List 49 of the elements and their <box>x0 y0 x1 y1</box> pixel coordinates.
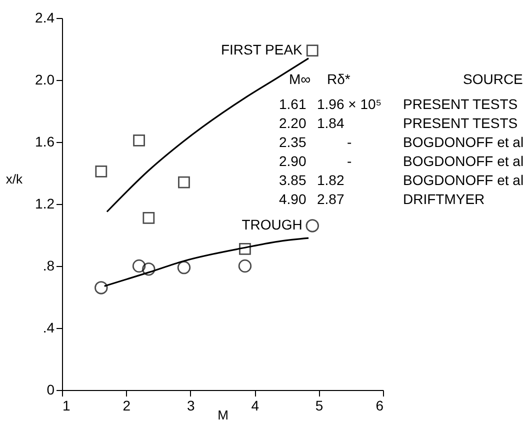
x-tick-label: 1 <box>62 398 70 414</box>
annotation: 1.61 <box>279 96 306 112</box>
point <box>132 259 146 273</box>
annotation: M∞ <box>289 71 311 87</box>
y-tick-label: 1.6 <box>35 134 55 150</box>
text: BOGDONOFF et al <box>403 153 524 169</box>
x-tick-label: 6 <box>376 398 384 414</box>
text: PRESENT TESTS <box>403 96 518 112</box>
x-axis-title: M <box>218 408 228 422</box>
x-tick-label: 2 <box>122 398 131 414</box>
annotation: 2.87 <box>317 191 344 207</box>
y-tick-label: 2.0 <box>35 72 55 88</box>
annotation: 2.20 <box>279 115 306 131</box>
point <box>95 166 108 178</box>
point <box>133 134 145 146</box>
y-axis-title: x/k <box>6 172 23 186</box>
text: BOGDONOFF et al <box>403 172 524 188</box>
point <box>177 260 191 274</box>
point <box>306 44 318 56</box>
point <box>178 176 190 188</box>
series-label: FIRST PEAK <box>220 42 304 58</box>
annotation: Rδ* <box>327 71 351 87</box>
x-tick-label: 4 <box>251 398 260 414</box>
text: SOURCE <box>463 71 523 87</box>
annotation: 4.90 <box>279 191 306 207</box>
point <box>238 259 252 273</box>
annotation: 3.85 <box>279 172 306 188</box>
annotation: 1.82 <box>317 172 344 188</box>
point <box>239 243 251 255</box>
text: BOGDONOFF et al <box>403 134 524 150</box>
annotation: 1.96 × 10⁵ <box>317 96 382 112</box>
text: PRESENT TESTS <box>403 115 518 131</box>
point <box>142 262 156 276</box>
x-tick-label: 5 <box>315 398 324 414</box>
y-tick-label: 1.2 <box>35 196 55 212</box>
annotation: - <box>347 153 352 169</box>
y-tick-label: .8 <box>42 258 55 274</box>
y-tick-label: 2.4 <box>35 10 55 26</box>
x-tick-label: 3 <box>187 398 195 414</box>
y-tick-label: .4 <box>42 320 55 336</box>
text: DRIFTMYER <box>403 191 485 207</box>
point <box>306 219 319 232</box>
annotation: 2.90 <box>279 153 306 169</box>
annotation: 2.35 <box>279 134 306 150</box>
annotation: - <box>347 134 352 150</box>
series-label: TROUGH <box>242 216 302 233</box>
annotation: 1.84 <box>317 115 344 131</box>
y-tick-label: 0 <box>46 382 55 398</box>
point <box>142 212 155 224</box>
